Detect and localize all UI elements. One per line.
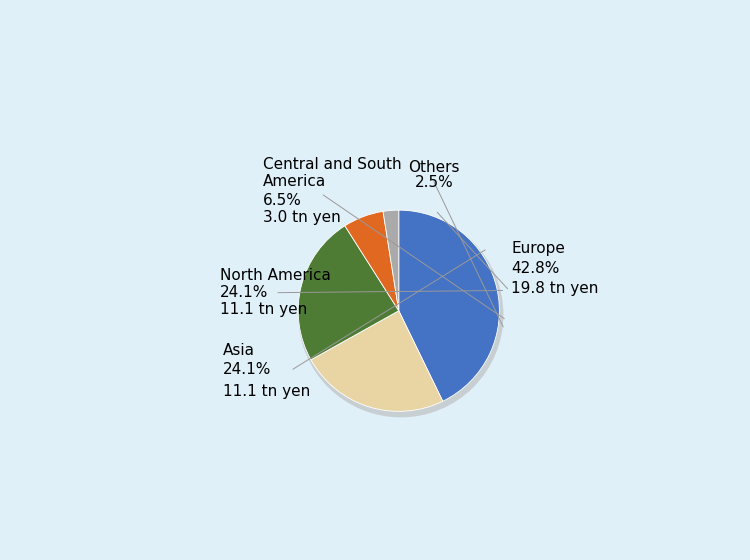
Wedge shape <box>311 311 442 412</box>
Text: Europe: Europe <box>512 241 566 256</box>
Text: Asia: Asia <box>223 343 255 358</box>
Ellipse shape <box>298 212 503 417</box>
Text: North America: North America <box>220 268 331 283</box>
Text: 6.5%: 6.5% <box>263 193 302 208</box>
Text: Central and South: Central and South <box>263 157 401 172</box>
Text: 11.1 tn yen: 11.1 tn yen <box>223 384 310 399</box>
Wedge shape <box>399 210 500 402</box>
Text: America: America <box>263 175 326 189</box>
Text: 19.8 tn yen: 19.8 tn yen <box>512 281 598 296</box>
Text: Others: Others <box>408 160 460 175</box>
Wedge shape <box>298 226 399 360</box>
Text: 24.1%: 24.1% <box>220 285 268 300</box>
Wedge shape <box>345 211 399 311</box>
Text: 2.5%: 2.5% <box>415 175 453 190</box>
Text: 24.1%: 24.1% <box>223 362 271 377</box>
Text: 42.8%: 42.8% <box>512 261 560 276</box>
Text: 11.1 tn yen: 11.1 tn yen <box>220 302 307 318</box>
Text: 3.0 tn yen: 3.0 tn yen <box>263 209 340 225</box>
Wedge shape <box>383 210 399 311</box>
